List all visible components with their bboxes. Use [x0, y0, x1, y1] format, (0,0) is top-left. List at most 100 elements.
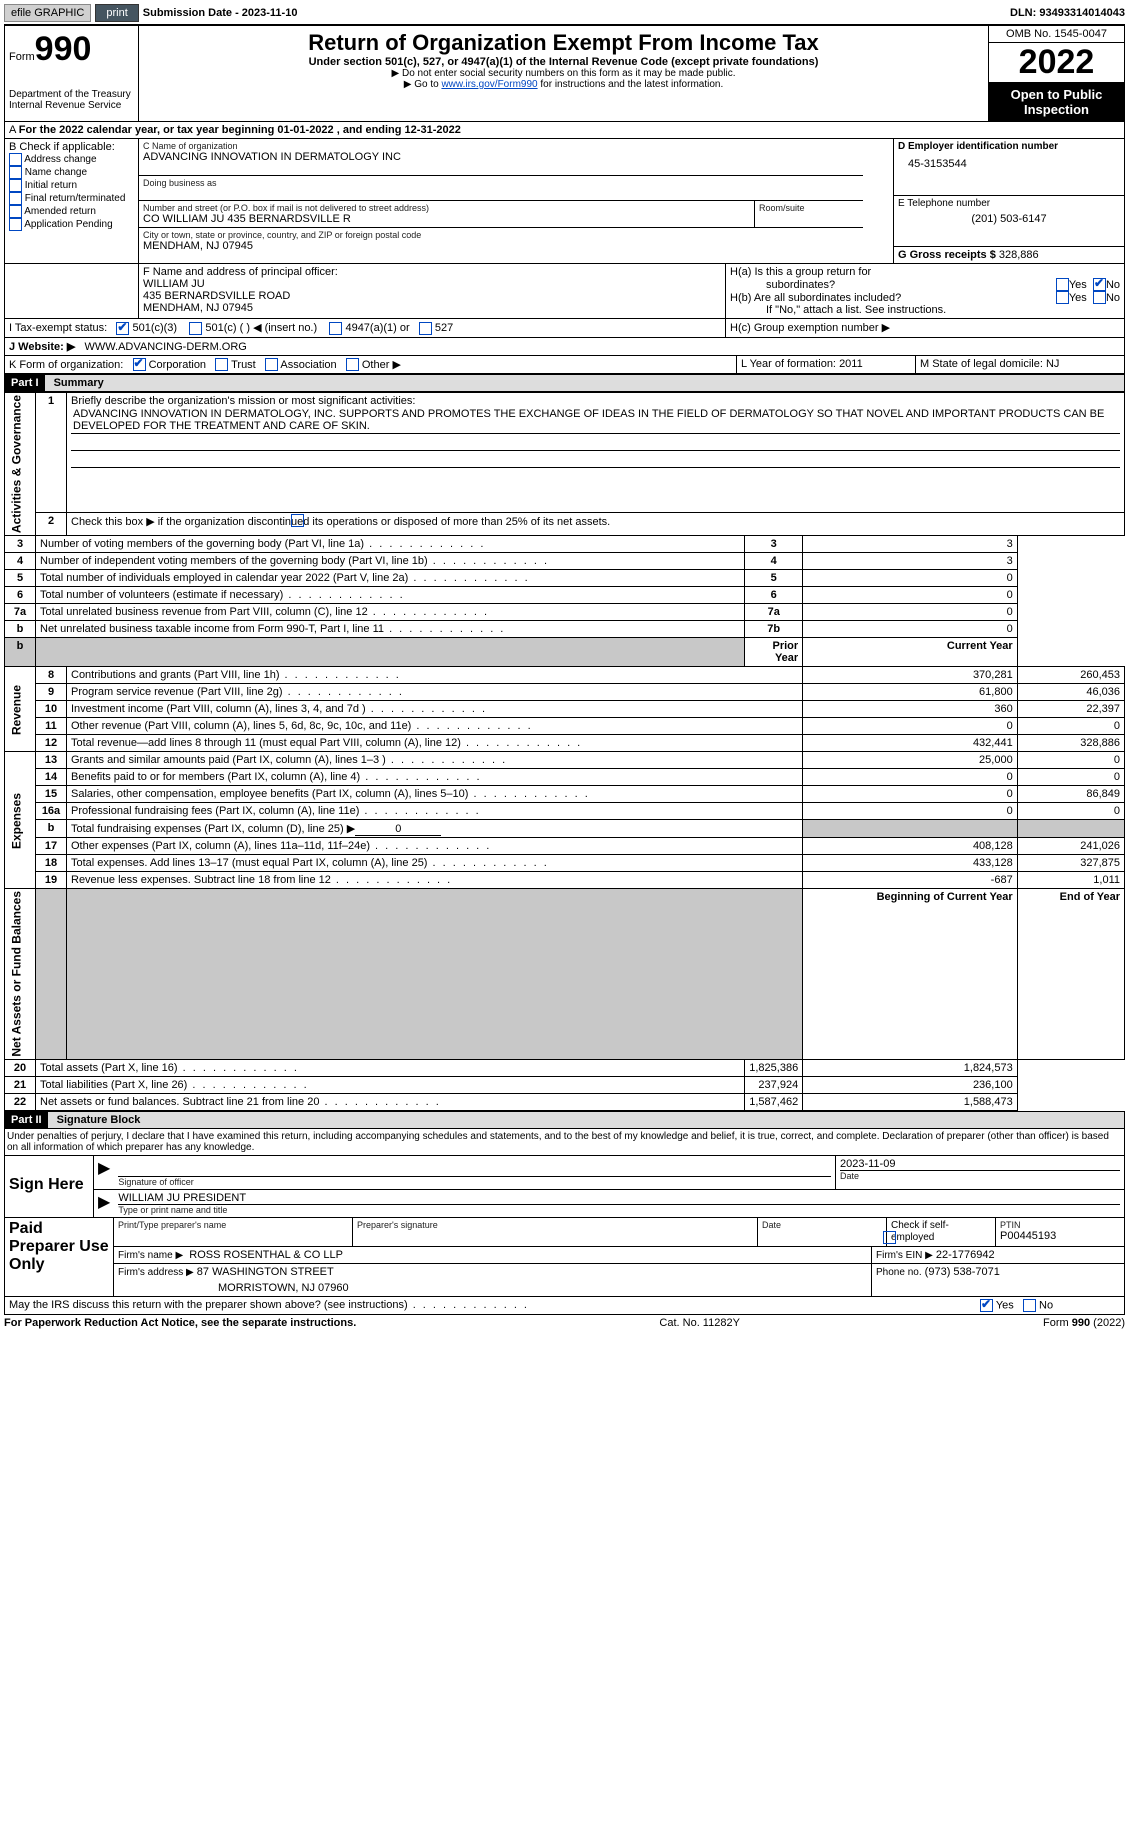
form-number: 990 [35, 30, 92, 68]
line-text: Net assets or fund balances. Subtract li… [40, 1096, 441, 1108]
print-button[interactable]: print [95, 4, 138, 22]
line-text: Total liabilities (Part X, line 26) [40, 1079, 309, 1091]
line-value: 0 [803, 621, 1018, 638]
s2-checkbox[interactable] [291, 514, 304, 527]
current-year-val: 0 [1017, 769, 1124, 786]
line-value: 3 [803, 553, 1018, 570]
sig-officer-label: Signature of officer [118, 1176, 831, 1187]
assoc-checkbox[interactable] [265, 358, 278, 371]
addr-label: Number and street (or P.O. box if mail i… [143, 203, 750, 213]
box-b-item: Amended return [24, 206, 96, 217]
line-text: Total unrelated business revenue from Pa… [40, 606, 489, 618]
box-b-checkbox[interactable] [9, 179, 22, 192]
box-b-item: Address change [24, 154, 96, 165]
phone-value: (201) 503-6147 [898, 209, 1120, 225]
line-a: A For the 2022 calendar year, or tax yea… [5, 122, 465, 138]
current-year-val: 327,875 [1017, 855, 1124, 872]
org-city: MENDHAM, NJ 07945 [143, 240, 859, 252]
hc-label: H(c) Group exemption number ▶ [726, 319, 1124, 337]
line-value: 0 [803, 570, 1018, 587]
ha2-label: subordinates? [730, 279, 1056, 291]
part1-badge: Part I [5, 375, 45, 391]
ha-no-checkbox[interactable] [1093, 278, 1106, 291]
hb-yes-checkbox[interactable] [1056, 291, 1069, 304]
prior-year-val: 0 [803, 803, 1018, 820]
boy-val: 1,825,386 [745, 1059, 803, 1076]
domicile-state: NJ [1046, 358, 1059, 370]
box-g-label: G Gross receipts $ [898, 249, 996, 261]
col-current-year: Current Year [803, 638, 1018, 667]
top-bar: efile GRAPHIC print Submission Date - 20… [4, 4, 1125, 25]
box-b-checkbox[interactable] [9, 192, 22, 205]
other-checkbox[interactable] [346, 358, 359, 371]
ptin-label: PTIN [1000, 1220, 1120, 1230]
ha-label: H(a) Is this a group return for [730, 266, 871, 278]
ssn-note: Do not enter social security numbers on … [143, 68, 984, 79]
box-b-checkbox[interactable] [9, 218, 22, 231]
box-b-checkbox[interactable] [9, 166, 22, 179]
box-c-name-label: C Name of organization [143, 141, 859, 151]
sig-name: WILLIAM JU PRESIDENT [118, 1192, 1120, 1204]
current-year-val: 241,026 [1017, 838, 1124, 855]
line-value: 0 [803, 604, 1018, 621]
discuss-yes-checkbox[interactable] [980, 1299, 993, 1312]
sig-name-label: Type or print name and title [118, 1204, 1120, 1215]
footer-right: Form 990 (2022) [1043, 1317, 1125, 1329]
col-boy: Beginning of Current Year [803, 889, 1018, 1060]
prior-year-val: 433,128 [803, 855, 1018, 872]
box-b-checkbox[interactable] [9, 205, 22, 218]
line16b-val: 0 [355, 823, 441, 836]
dba-label: Doing business as [143, 178, 859, 188]
efile-button[interactable]: efile GRAPHIC [4, 4, 91, 22]
sign-here-label: Sign Here [5, 1156, 94, 1217]
prior-year-val: 61,800 [803, 684, 1018, 701]
summary-table: Activities & Governance 1 Briefly descri… [4, 392, 1125, 1111]
firm-phone-label: Phone no. [876, 1267, 922, 1278]
current-year-val: 46,036 [1017, 684, 1124, 701]
ein-value: 45-3153544 [898, 152, 1120, 176]
prep-c1: Print/Type preparer's name [118, 1220, 348, 1230]
line-text: Contributions and grants (Part VIII, lin… [71, 669, 401, 681]
section-revenue: Revenue [5, 667, 36, 752]
trust-checkbox[interactable] [215, 358, 228, 371]
discuss-no-checkbox[interactable] [1023, 1299, 1036, 1312]
line-text: Investment income (Part VIII, column (A)… [71, 703, 487, 715]
current-year-val: 0 [1017, 752, 1124, 769]
prior-year-val: 25,000 [803, 752, 1018, 769]
line-l-label: L Year of formation: [741, 358, 836, 370]
501c-checkbox[interactable] [189, 322, 202, 335]
527-checkbox[interactable] [419, 322, 432, 335]
eoy-val: 236,100 [803, 1076, 1018, 1093]
irs-label: Internal Revenue Service [9, 100, 134, 111]
identity-block: B Check if applicable: Address change Na… [4, 139, 1125, 264]
firm-phone: (973) 538-7071 [925, 1266, 1000, 1278]
s1-label: Briefly describe the organization's miss… [71, 395, 415, 407]
ha-yes-checkbox[interactable] [1056, 278, 1069, 291]
box-b-item: Initial return [25, 180, 77, 191]
line-j-label: J Website: ▶ [9, 341, 75, 353]
footer-center: Cat. No. 11282Y [659, 1317, 740, 1329]
part2-title: Signature Block [51, 1112, 147, 1128]
4947-checkbox[interactable] [329, 322, 342, 335]
irs-link[interactable]: www.irs.gov/Form990 [441, 79, 537, 90]
eoy-val: 1,824,573 [803, 1059, 1018, 1076]
room-label: Room/suite [759, 203, 859, 213]
org-name: ADVANCING INNOVATION IN DERMATOLOGY INC [143, 151, 859, 163]
line-text: Salaries, other compensation, employee b… [71, 788, 590, 800]
city-label: City or town, state or province, country… [143, 230, 859, 240]
firm-addr2: MORRISTOWN, NJ 07960 [118, 1278, 867, 1294]
hb-no-checkbox[interactable] [1093, 291, 1106, 304]
hb-label: H(b) Are all subordinates included? [730, 292, 1056, 304]
boy-val: 1,587,462 [745, 1093, 803, 1110]
firm-ein-label: Firm's EIN ▶ [876, 1250, 933, 1261]
eoy-val: 1,588,473 [803, 1093, 1018, 1110]
section-activities: Activities & Governance [5, 393, 36, 536]
prior-year-val: 408,128 [803, 838, 1018, 855]
self-employed-checkbox[interactable] [883, 1231, 896, 1244]
corp-checkbox[interactable] [133, 358, 146, 371]
box-d-label: D Employer identification number [898, 141, 1120, 152]
current-year-val: 1,011 [1017, 872, 1124, 889]
current-year-val: 0 [1017, 803, 1124, 820]
box-b-checkbox[interactable] [9, 153, 22, 166]
501c3-checkbox[interactable] [116, 322, 129, 335]
